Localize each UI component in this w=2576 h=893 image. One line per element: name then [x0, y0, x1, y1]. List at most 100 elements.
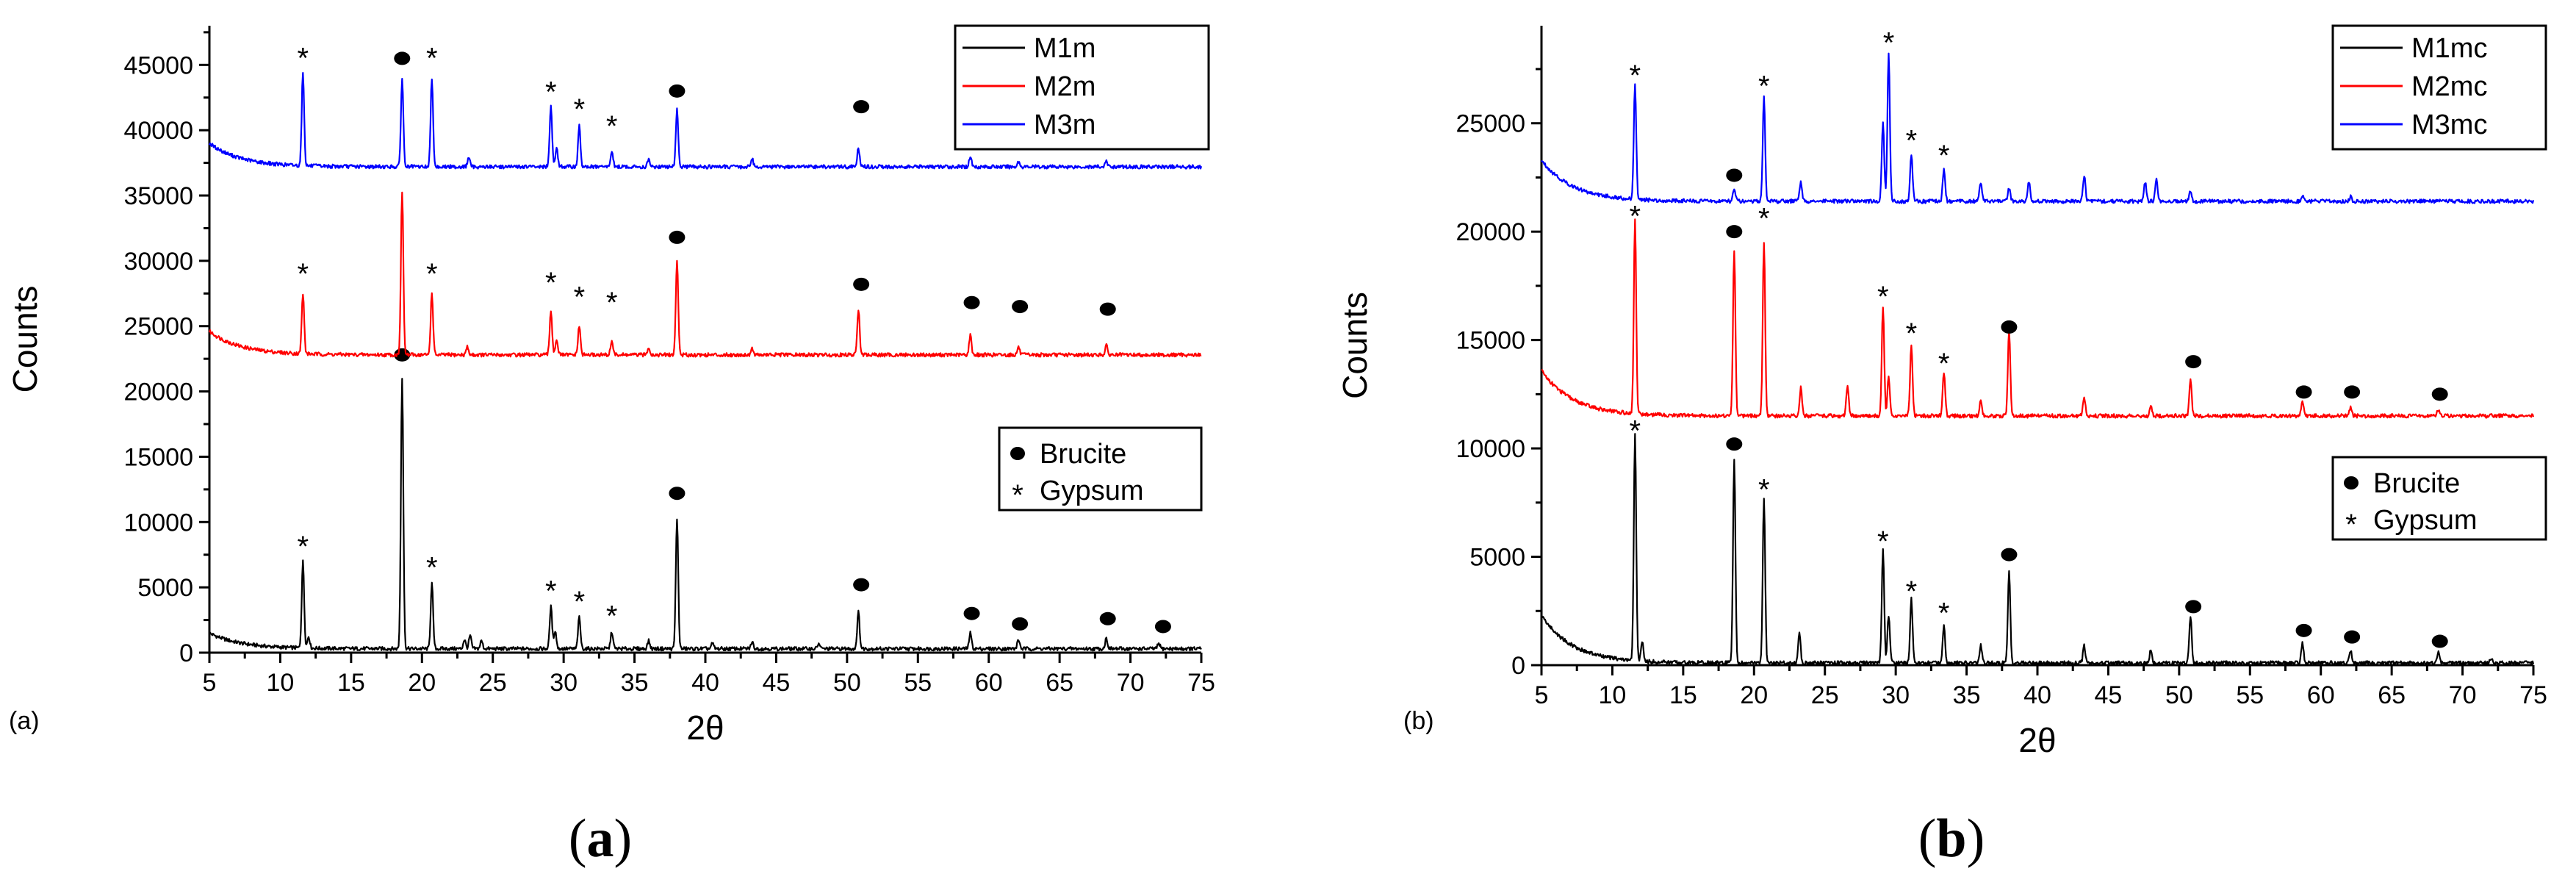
- x-tick-label: 15: [337, 669, 365, 697]
- gypsum-marker: *: [1758, 71, 1770, 103]
- brucite-marker: [2431, 634, 2448, 648]
- brucite-marker: [1099, 612, 1116, 625]
- legend-label: M2m: [1034, 71, 1095, 102]
- x-tick-label: 20: [1740, 681, 1768, 709]
- x-tick-label: 40: [691, 669, 719, 697]
- x-tick-label: 40: [2023, 681, 2051, 709]
- x-tick-label: 50: [833, 669, 861, 697]
- y-tick-label: 5000: [1469, 544, 1525, 572]
- gypsum-marker: *: [297, 531, 309, 563]
- series-M3m: [208, 71, 1203, 170]
- gypsum-legend-marker: *: [1012, 479, 1023, 512]
- brucite-marker: [853, 277, 870, 291]
- gypsum-marker: *: [1906, 318, 1918, 350]
- gypsum-marker: *: [1938, 140, 1950, 172]
- brucite-marker: [1726, 225, 1743, 239]
- y-tick-label: 30000: [123, 248, 193, 276]
- brucite-marker: [1012, 300, 1029, 314]
- y-tick-label: 35000: [123, 182, 193, 210]
- x-tick-label: 55: [904, 669, 932, 697]
- panel-caption: (a): [569, 808, 632, 869]
- series-legend: [2331, 24, 2547, 151]
- chart-panel-b: 5 10 15 20 25 30 35 40 45 50 55 60 65 70 75 0 5000 10000 1…: [1336, 24, 2547, 869]
- gypsum-marker: *: [606, 600, 618, 632]
- brucite-marker: [2295, 385, 2312, 399]
- brucite-marker: [963, 295, 980, 309]
- gypsum-marker: *: [1629, 201, 1641, 233]
- legend-label: M1m: [1034, 33, 1095, 64]
- gypsum-marker: *: [426, 258, 438, 290]
- y-tick-label: 45000: [123, 51, 193, 79]
- phase-legend-label: Brucite: [1040, 439, 1126, 470]
- gypsum-marker: *: [1758, 203, 1770, 235]
- y-tick-label: 15000: [1456, 327, 1525, 355]
- brucite-marker: [1012, 617, 1029, 631]
- y-axis-title: Counts: [6, 286, 44, 393]
- gypsum-marker: *: [1758, 473, 1770, 506]
- brucite-marker: [2344, 630, 2361, 644]
- gypsum-marker: *: [545, 575, 557, 608]
- phase-legend: [2331, 456, 2547, 541]
- x-tick-label: 25: [479, 669, 507, 697]
- series-M2m: [208, 191, 1202, 358]
- x-tick-label: 10: [1599, 681, 1627, 709]
- gypsum-marker: *: [1629, 60, 1641, 92]
- series-M3mc: [1541, 52, 2535, 204]
- gypsum-marker: *: [1906, 124, 1918, 157]
- chart-panel-a: 5 10 15 20 25 30 35 40 45 50 55 60 65 70 75 0 5000 10000 1…: [6, 24, 1215, 869]
- brucite-marker: [2185, 355, 2202, 369]
- brucite-marker: [394, 51, 411, 65]
- x-tick-label: 70: [2449, 681, 2477, 709]
- brucite-marker: [853, 578, 870, 592]
- legend-label: M1mc: [2411, 33, 2487, 64]
- y-tick-label: 20000: [123, 379, 193, 406]
- y-tick-label: 25000: [123, 313, 193, 341]
- gypsum-marker: *: [574, 281, 586, 314]
- x-tick-label: 10: [267, 669, 295, 697]
- gypsum-marker: *: [545, 76, 557, 109]
- y-tick-label: 10000: [123, 509, 193, 537]
- brucite-marker: [1154, 620, 1171, 634]
- gypsum-marker: *: [1877, 526, 1889, 558]
- x-tick-label: 15: [1669, 681, 1697, 709]
- x-tick-label: 20: [408, 669, 436, 697]
- legend-label: M3m: [1034, 110, 1095, 140]
- gypsum-marker: *: [1629, 415, 1641, 448]
- series-M1m: [208, 378, 1202, 652]
- x-tick-label: 35: [1953, 681, 1981, 709]
- y-tick-label: 20000: [1456, 218, 1525, 246]
- brucite-marker: [2001, 548, 2018, 562]
- brucite-marker: [669, 487, 686, 501]
- legend-label: M2mc: [2411, 71, 2487, 102]
- x-tick-label: 55: [2236, 681, 2264, 709]
- x-axis-title: 2θ: [686, 709, 724, 747]
- gypsum-marker: *: [426, 43, 438, 75]
- y-tick-label: 15000: [123, 443, 193, 471]
- x-tick-label: 60: [2307, 681, 2335, 709]
- x-tick-label: 5: [203, 669, 217, 697]
- brucite-legend-marker: [2344, 476, 2359, 489]
- brucite-marker: [2185, 600, 2202, 614]
- y-tick-label: 10000: [1456, 435, 1525, 463]
- x-tick-label: 35: [621, 669, 649, 697]
- y-tick-label: 0: [179, 639, 193, 667]
- phase-legend: [998, 426, 1203, 512]
- y-tick-label: 40000: [123, 117, 193, 145]
- gypsum-marker: *: [1906, 575, 1918, 608]
- brucite-marker: [2295, 623, 2312, 637]
- series-legend: [954, 24, 1210, 151]
- y-tick-label: 0: [1511, 652, 1525, 680]
- y-tick-label: 5000: [137, 574, 193, 602]
- panel-tag: (a): [9, 707, 40, 735]
- x-tick-label: 65: [1046, 669, 1073, 697]
- x-axis-title: 2θ: [2018, 721, 2056, 759]
- brucite-marker: [963, 606, 980, 620]
- x-tick-label: 60: [975, 669, 1003, 697]
- panel-tag: (b): [1403, 707, 1434, 735]
- brucite-marker: [1726, 168, 1743, 182]
- brucite-legend-marker: [1010, 447, 1025, 460]
- x-tick-label: 30: [550, 669, 578, 697]
- y-axis-title: Counts: [1336, 292, 1374, 399]
- phase-legend-label: Gypsum: [2373, 505, 2477, 536]
